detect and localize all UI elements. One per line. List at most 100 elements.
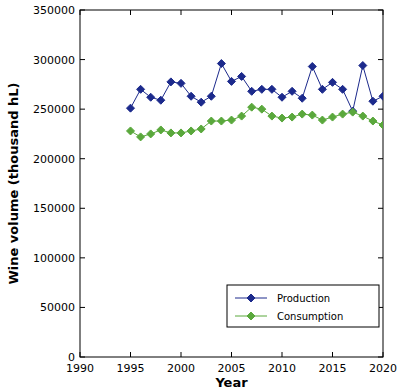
x-tick [80,10,81,15]
data-point [197,125,205,133]
y-tick-label: 100000 [33,252,75,265]
series-line [131,64,384,112]
x-tick [181,352,182,357]
x-tick [282,10,283,15]
data-point [268,112,276,120]
x-tick [282,352,283,357]
y-tick [80,357,85,358]
x-axis-label: Year [214,375,248,389]
data-point [298,94,306,102]
data-point [217,60,225,68]
data-point [258,105,266,113]
data-point [308,63,316,71]
x-tick [383,10,384,15]
data-point [339,110,347,118]
data-point [339,85,347,93]
data-point [207,92,215,100]
x-tick [332,352,333,357]
y-tick [80,10,85,11]
y-tick-label: 300000 [33,54,75,67]
x-tick-label: 2005 [218,362,246,375]
data-point [228,77,236,85]
x-tick [80,352,81,357]
plot-area [127,60,384,141]
y-tick-label: 350000 [33,4,75,17]
data-point [207,117,215,125]
data-point [187,127,195,135]
legend-marker [247,312,255,320]
x-tick [332,10,333,15]
data-point [157,96,165,104]
data-point [278,93,286,101]
data-point [248,103,256,111]
data-point [127,104,135,112]
data-point [157,126,165,134]
data-point [288,113,296,121]
y-tick [378,109,383,110]
y-tick-label: 250000 [33,103,75,116]
x-tick [130,10,131,15]
data-point [318,116,326,124]
data-point [147,93,155,101]
y-tick [80,208,85,209]
data-point [228,116,236,124]
y-axis-label: Wine volume (thousand hL) [6,82,21,284]
data-point [298,110,306,118]
y-tick [80,109,85,110]
data-point [167,78,175,86]
x-tick-label: 1990 [66,362,94,375]
data-point [349,107,357,115]
y-tick [378,357,383,358]
data-point [369,97,377,105]
y-tick [80,59,85,60]
data-point [278,114,286,122]
y-tick [378,59,383,60]
y-tick [80,158,85,159]
data-point [359,112,367,120]
x-tick [383,352,384,357]
data-point [288,87,296,95]
y-tick-label: 200000 [33,153,75,166]
chart: 0500001000001500002000002500003000003500… [0,0,400,389]
x-tick-label: 1995 [117,362,145,375]
y-tick [80,257,85,258]
x-tick-label: 2000 [167,362,195,375]
data-point [379,121,383,129]
y-tick [80,307,85,308]
data-point [359,62,367,70]
y-tick [378,208,383,209]
legend-label: Production [277,293,330,304]
legend-label: Consumption [277,311,343,322]
y-tick [378,158,383,159]
data-point [318,85,326,93]
data-point [217,117,225,125]
x-tick [130,352,131,357]
data-point [127,127,135,135]
data-point [258,85,266,93]
data-point [197,98,205,106]
data-point [147,130,155,138]
data-point [167,129,175,137]
data-point [238,72,246,80]
series-line [131,107,384,137]
data-point [137,85,145,93]
data-point [177,129,185,137]
data-point [349,108,357,116]
x-tick [181,10,182,15]
legend: Production Consumption [227,285,379,327]
legend-box [227,285,379,327]
data-point [177,79,185,87]
x-tick-label: 2020 [369,362,397,375]
y-tick-label: 50000 [40,301,75,314]
plot-frame [80,10,383,357]
data-point [329,113,337,121]
data-point [187,92,195,100]
y-tick [378,10,383,11]
legend-marker [247,294,255,302]
y-tick-label: 150000 [33,202,75,215]
data-point [137,133,145,141]
data-point [379,92,383,100]
data-point [308,111,316,119]
x-tick [231,352,232,357]
data-point [248,87,256,95]
